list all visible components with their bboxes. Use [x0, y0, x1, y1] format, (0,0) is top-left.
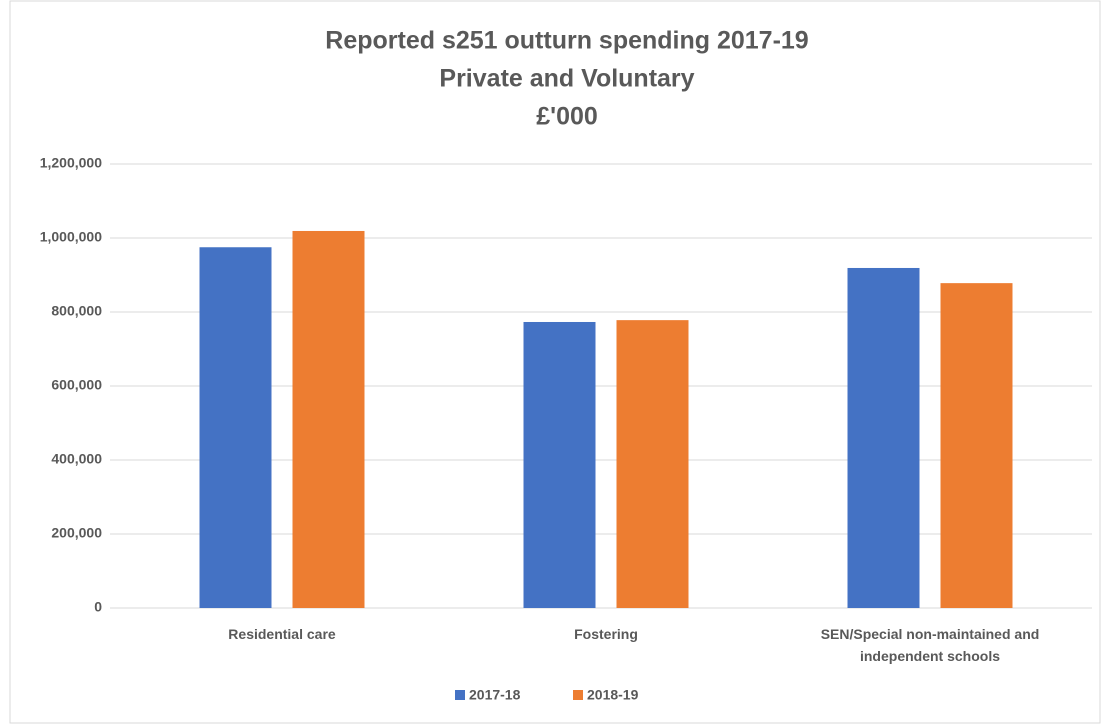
chart-title: Private and Voluntary [439, 65, 694, 93]
y-tick-label: 600,000 [51, 377, 102, 393]
bar [940, 283, 1013, 608]
y-tick-label: 1,000,000 [40, 229, 102, 245]
chart-title: Reported s251 outturn spending 2017-19 [325, 27, 808, 55]
legend-label: 2017-18 [469, 687, 521, 703]
y-tick-label: 0 [94, 599, 102, 615]
bar [616, 320, 689, 608]
legend-swatch [573, 690, 583, 700]
x-tick-label: SEN/Special non-maintained and independe… [820, 626, 1040, 664]
legend-label: 2018-19 [587, 687, 639, 703]
y-tick-label: 800,000 [51, 303, 102, 319]
chart-border [9, 0, 1101, 724]
bar [292, 230, 365, 608]
legend-swatch [455, 690, 465, 700]
y-tick-label: 400,000 [51, 451, 102, 467]
bar [523, 321, 596, 608]
y-tick-label: 200,000 [51, 525, 102, 541]
bar [199, 247, 272, 608]
x-tick-label: Fostering [574, 626, 638, 642]
y-tick-label: 1,200,000 [40, 155, 102, 171]
x-tick-label: Residential care [228, 626, 336, 642]
bar [847, 267, 920, 608]
chart-title: £'000 [536, 103, 598, 131]
